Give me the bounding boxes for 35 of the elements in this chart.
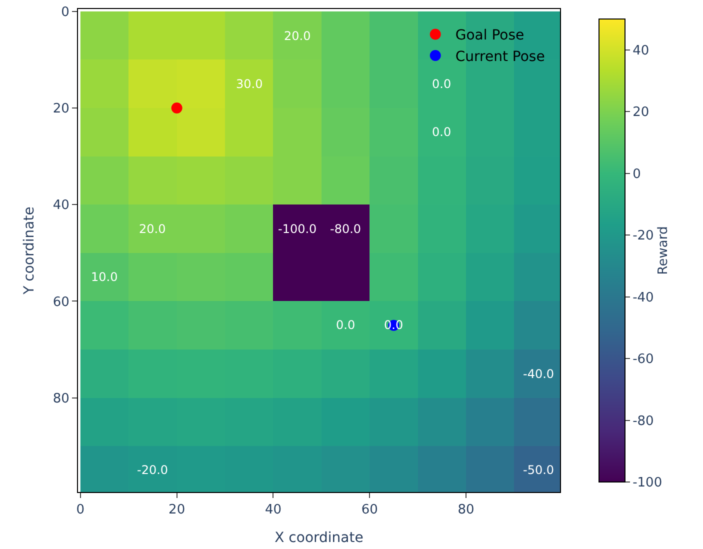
y-tick-label: 40	[52, 198, 70, 214]
annotation: 0.0	[336, 318, 356, 332]
x-tick-label: 60	[361, 502, 378, 518]
color-bar-label: 0	[632, 166, 641, 182]
annotation: 20.0	[284, 29, 311, 43]
annotation: 10.0	[91, 270, 118, 284]
y-axis-title: Y coordinate	[21, 206, 38, 296]
color-bar-label: -40	[632, 290, 654, 306]
annotation: -80.0	[330, 222, 362, 236]
x-tick-label: 80	[458, 502, 474, 518]
color-bar-label: -100	[632, 476, 662, 491]
color-bar-label: -20	[632, 228, 654, 244]
annotation: -20.0	[137, 463, 168, 477]
color-bar-label: -60	[632, 352, 654, 368]
y-tick-label: 20	[52, 102, 70, 117]
legend-label: Goal Pose	[455, 28, 524, 44]
y-tick-label: 60	[52, 294, 70, 310]
x-tick-label: 20	[168, 502, 186, 518]
x-tick-label: 0	[76, 502, 85, 518]
annotation: -50.0	[523, 463, 554, 477]
color-bar-label: 40	[632, 43, 650, 58]
annotation: 0.0	[432, 77, 452, 91]
annotation: 20.0	[139, 222, 166, 236]
color-bar-title: Reward	[656, 226, 671, 275]
annotation: -100.0	[278, 222, 317, 236]
y-tick-label: 0	[61, 4, 70, 20]
color-bar-label: 20	[632, 105, 650, 120]
annotation: 0.0	[432, 125, 452, 139]
annotation: 30.0	[236, 77, 263, 91]
annotation: -40.0	[523, 367, 554, 381]
x-axis-title: X coordinate	[274, 530, 364, 546]
legend-label: Current Pose	[455, 48, 545, 65]
color-bar-label: -80	[632, 414, 654, 429]
x-tick-label: 40	[264, 502, 282, 518]
y-tick-label: 80	[52, 391, 70, 406]
